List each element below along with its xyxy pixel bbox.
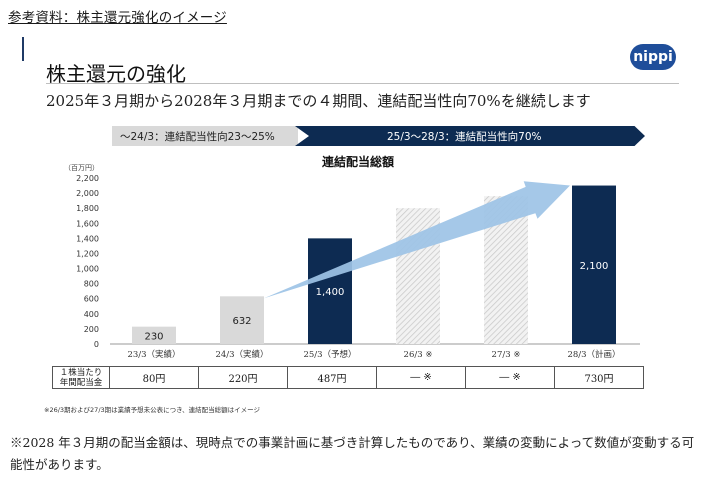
phase-label-1: ～24/3：連結配当性向23～25% <box>120 131 275 143</box>
main-footnote: ※2028 年３月期の配当金額は、現時点での事業計画に基づき計算したものであり、… <box>10 435 695 472</box>
y-tick-label: 200 <box>84 325 99 334</box>
y-tick-label: 1,800 <box>76 204 99 213</box>
x-tick-label: 27/3 ※ <box>492 350 521 360</box>
data-label: 1,400 <box>316 287 345 298</box>
dps-cell-28-3: 730円 <box>554 366 644 389</box>
y-tick-label: 600 <box>84 295 99 304</box>
dps-cell-27-3: ― ※ <box>465 366 555 389</box>
y-tick-label: 1,200 <box>76 249 99 258</box>
bar-1 <box>220 296 264 344</box>
page-header: 参考資料：株主還元強化のイメージ <box>8 10 227 26</box>
y-tick-label: 0 <box>94 340 99 349</box>
title-divider <box>46 83 679 84</box>
dps-cell-24-3: 220円 <box>198 366 288 389</box>
phase-label-2: 25/3～28/3：連結配当性向70% <box>387 131 542 143</box>
data-label: 632 <box>232 316 251 327</box>
x-tick-label: 25/3（予想） <box>303 349 356 360</box>
dps-cell-25-3: 487円 <box>287 366 377 389</box>
company-logo: nippi <box>630 44 676 70</box>
table-row: １株当たり 年間配当金 80円 220円 487円 ― ※ ― ※ 730円 <box>52 366 644 389</box>
x-tick-label: 28/3（計画） <box>567 349 620 360</box>
y-tick-label: 1,600 <box>76 219 99 228</box>
y-tick-label: 2,200 <box>76 174 99 183</box>
row-header-line2: 年間配当金 <box>59 377 103 388</box>
growth-arrow <box>264 181 570 299</box>
dps-cell-26-3: ― ※ <box>376 366 466 389</box>
row-header: １株当たり 年間配当金 <box>52 366 110 389</box>
bar-0 <box>132 326 176 344</box>
slide-title: 株主還元の強化 <box>46 62 186 86</box>
phase-banner-2 <box>295 126 645 146</box>
data-label: 230 <box>144 331 163 342</box>
data-label: 2,100 <box>580 261 609 272</box>
y-axis-unit: （百万円） <box>64 164 99 172</box>
y-tick-label: 400 <box>84 310 99 319</box>
y-tick-label: 1,000 <box>76 265 99 274</box>
y-tick-label: 1,400 <box>76 234 99 243</box>
phase-banner-1 <box>112 126 298 146</box>
chart-title: 連結配当総額 <box>322 155 395 169</box>
slide-subtitle: 2025年３月期から2028年３月期までの４期間、連結配当性向70%を継続します <box>46 92 591 110</box>
accent-bar <box>22 37 24 61</box>
x-tick-label: 26/3 ※ <box>404 350 433 360</box>
dps-cell-23-3: 80円 <box>109 366 199 389</box>
x-tick-label: 24/3（実績） <box>215 349 268 360</box>
chart-footnote: ※26/3期および27/3期は業績予想未公表につき、連結配当総額はイメージ <box>44 406 261 414</box>
dividend-per-share-table: １株当たり 年間配当金 80円 220円 487円 ― ※ ― ※ 730円 <box>52 366 644 389</box>
y-tick-label: 2,000 <box>76 189 99 198</box>
row-header-line1: １株当たり <box>59 367 103 378</box>
bar-5 <box>572 185 616 344</box>
y-tick-label: 800 <box>84 280 99 289</box>
bar-2 <box>308 238 352 344</box>
x-tick-label: 23/3（実績） <box>127 349 180 360</box>
